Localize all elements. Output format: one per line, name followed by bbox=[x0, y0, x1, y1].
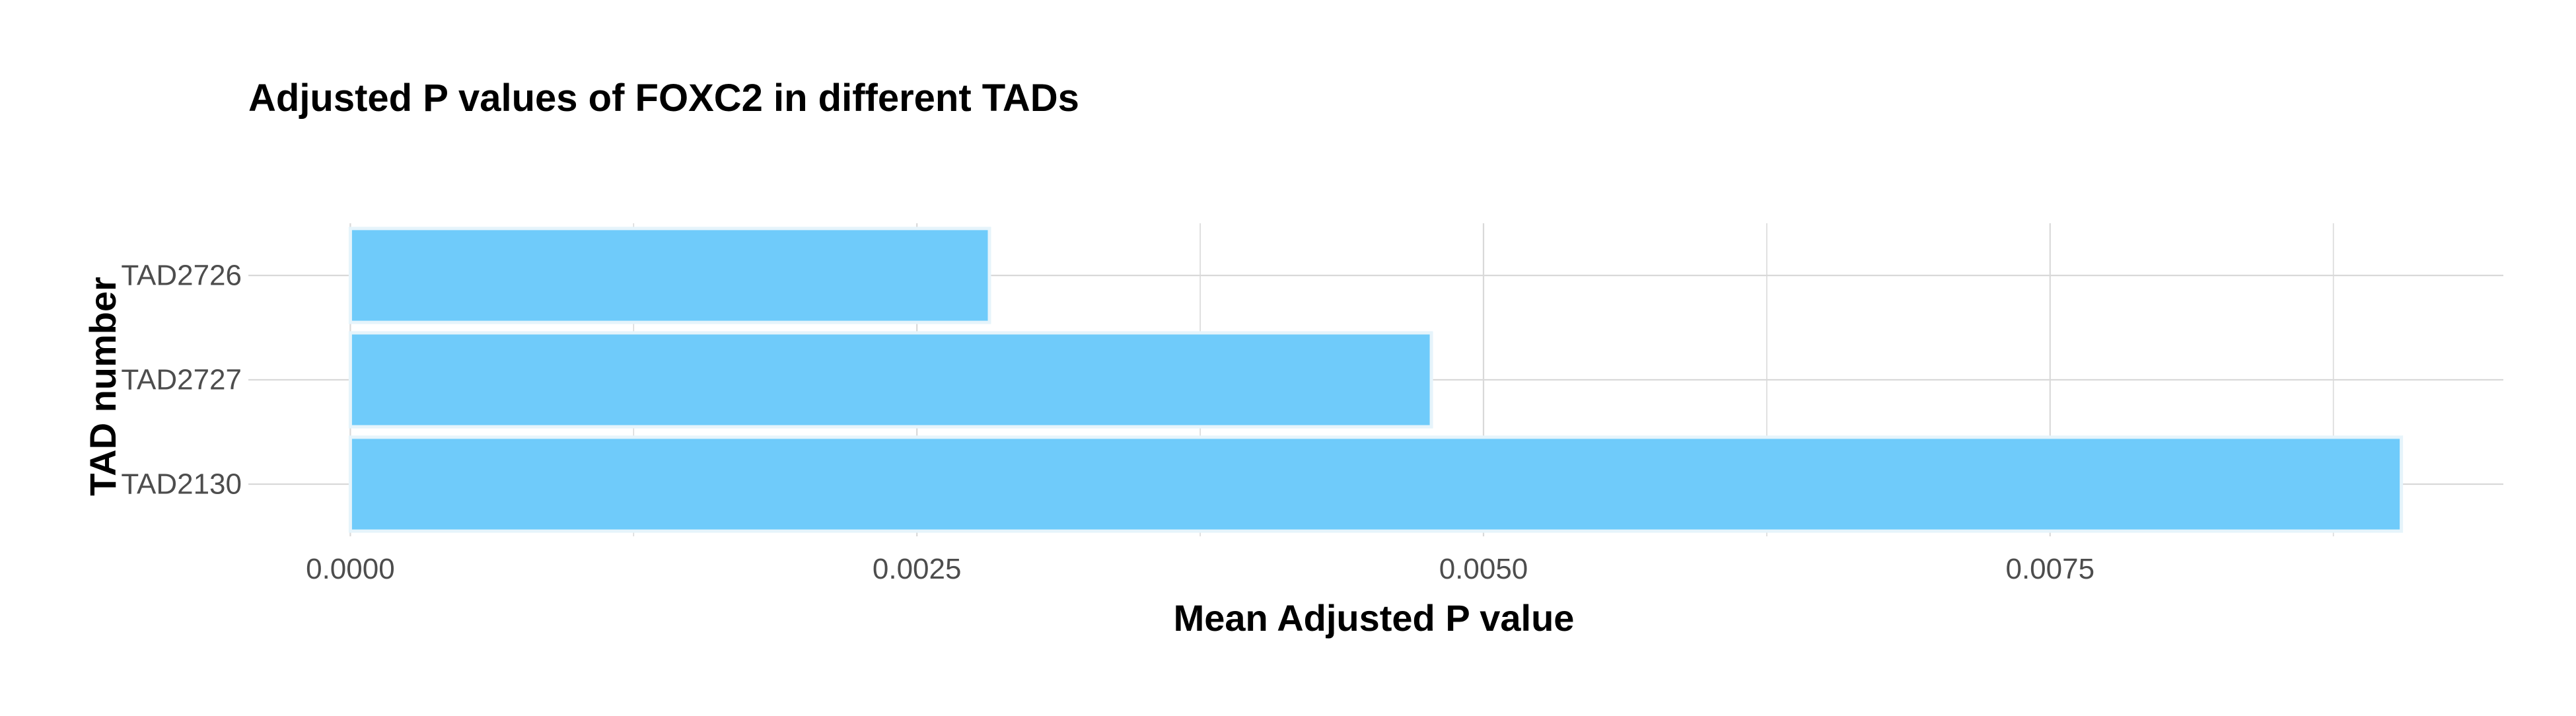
bar-tad2130 bbox=[348, 435, 2404, 533]
bar-tad2727 bbox=[348, 331, 1433, 429]
y-tick-label: TAD2726 bbox=[121, 260, 242, 292]
x-tick-label: 0.0075 bbox=[2005, 553, 2094, 585]
bars-layer bbox=[348, 227, 2404, 533]
x-tick-label: 0.0050 bbox=[1439, 553, 1528, 585]
y-tick-labels: TAD2130 TAD2727 TAD2726 bbox=[121, 260, 242, 501]
x-tick-labels: 0.0000 0.0025 0.0050 0.0075 bbox=[306, 553, 2094, 585]
y-tick-label: TAD2130 bbox=[121, 468, 242, 501]
x-tick-label: 0.0000 bbox=[306, 553, 395, 585]
x-tick-label: 0.0025 bbox=[873, 553, 962, 585]
x-axis-label: Mean Adjusted P value bbox=[1174, 597, 1575, 639]
y-axis-label: TAD number bbox=[82, 277, 124, 496]
y-tick-label: TAD2727 bbox=[121, 364, 242, 396]
bar-tad2726 bbox=[348, 227, 991, 324]
chart-title: Adjusted P values of FOXC2 in different … bbox=[248, 77, 1079, 120]
